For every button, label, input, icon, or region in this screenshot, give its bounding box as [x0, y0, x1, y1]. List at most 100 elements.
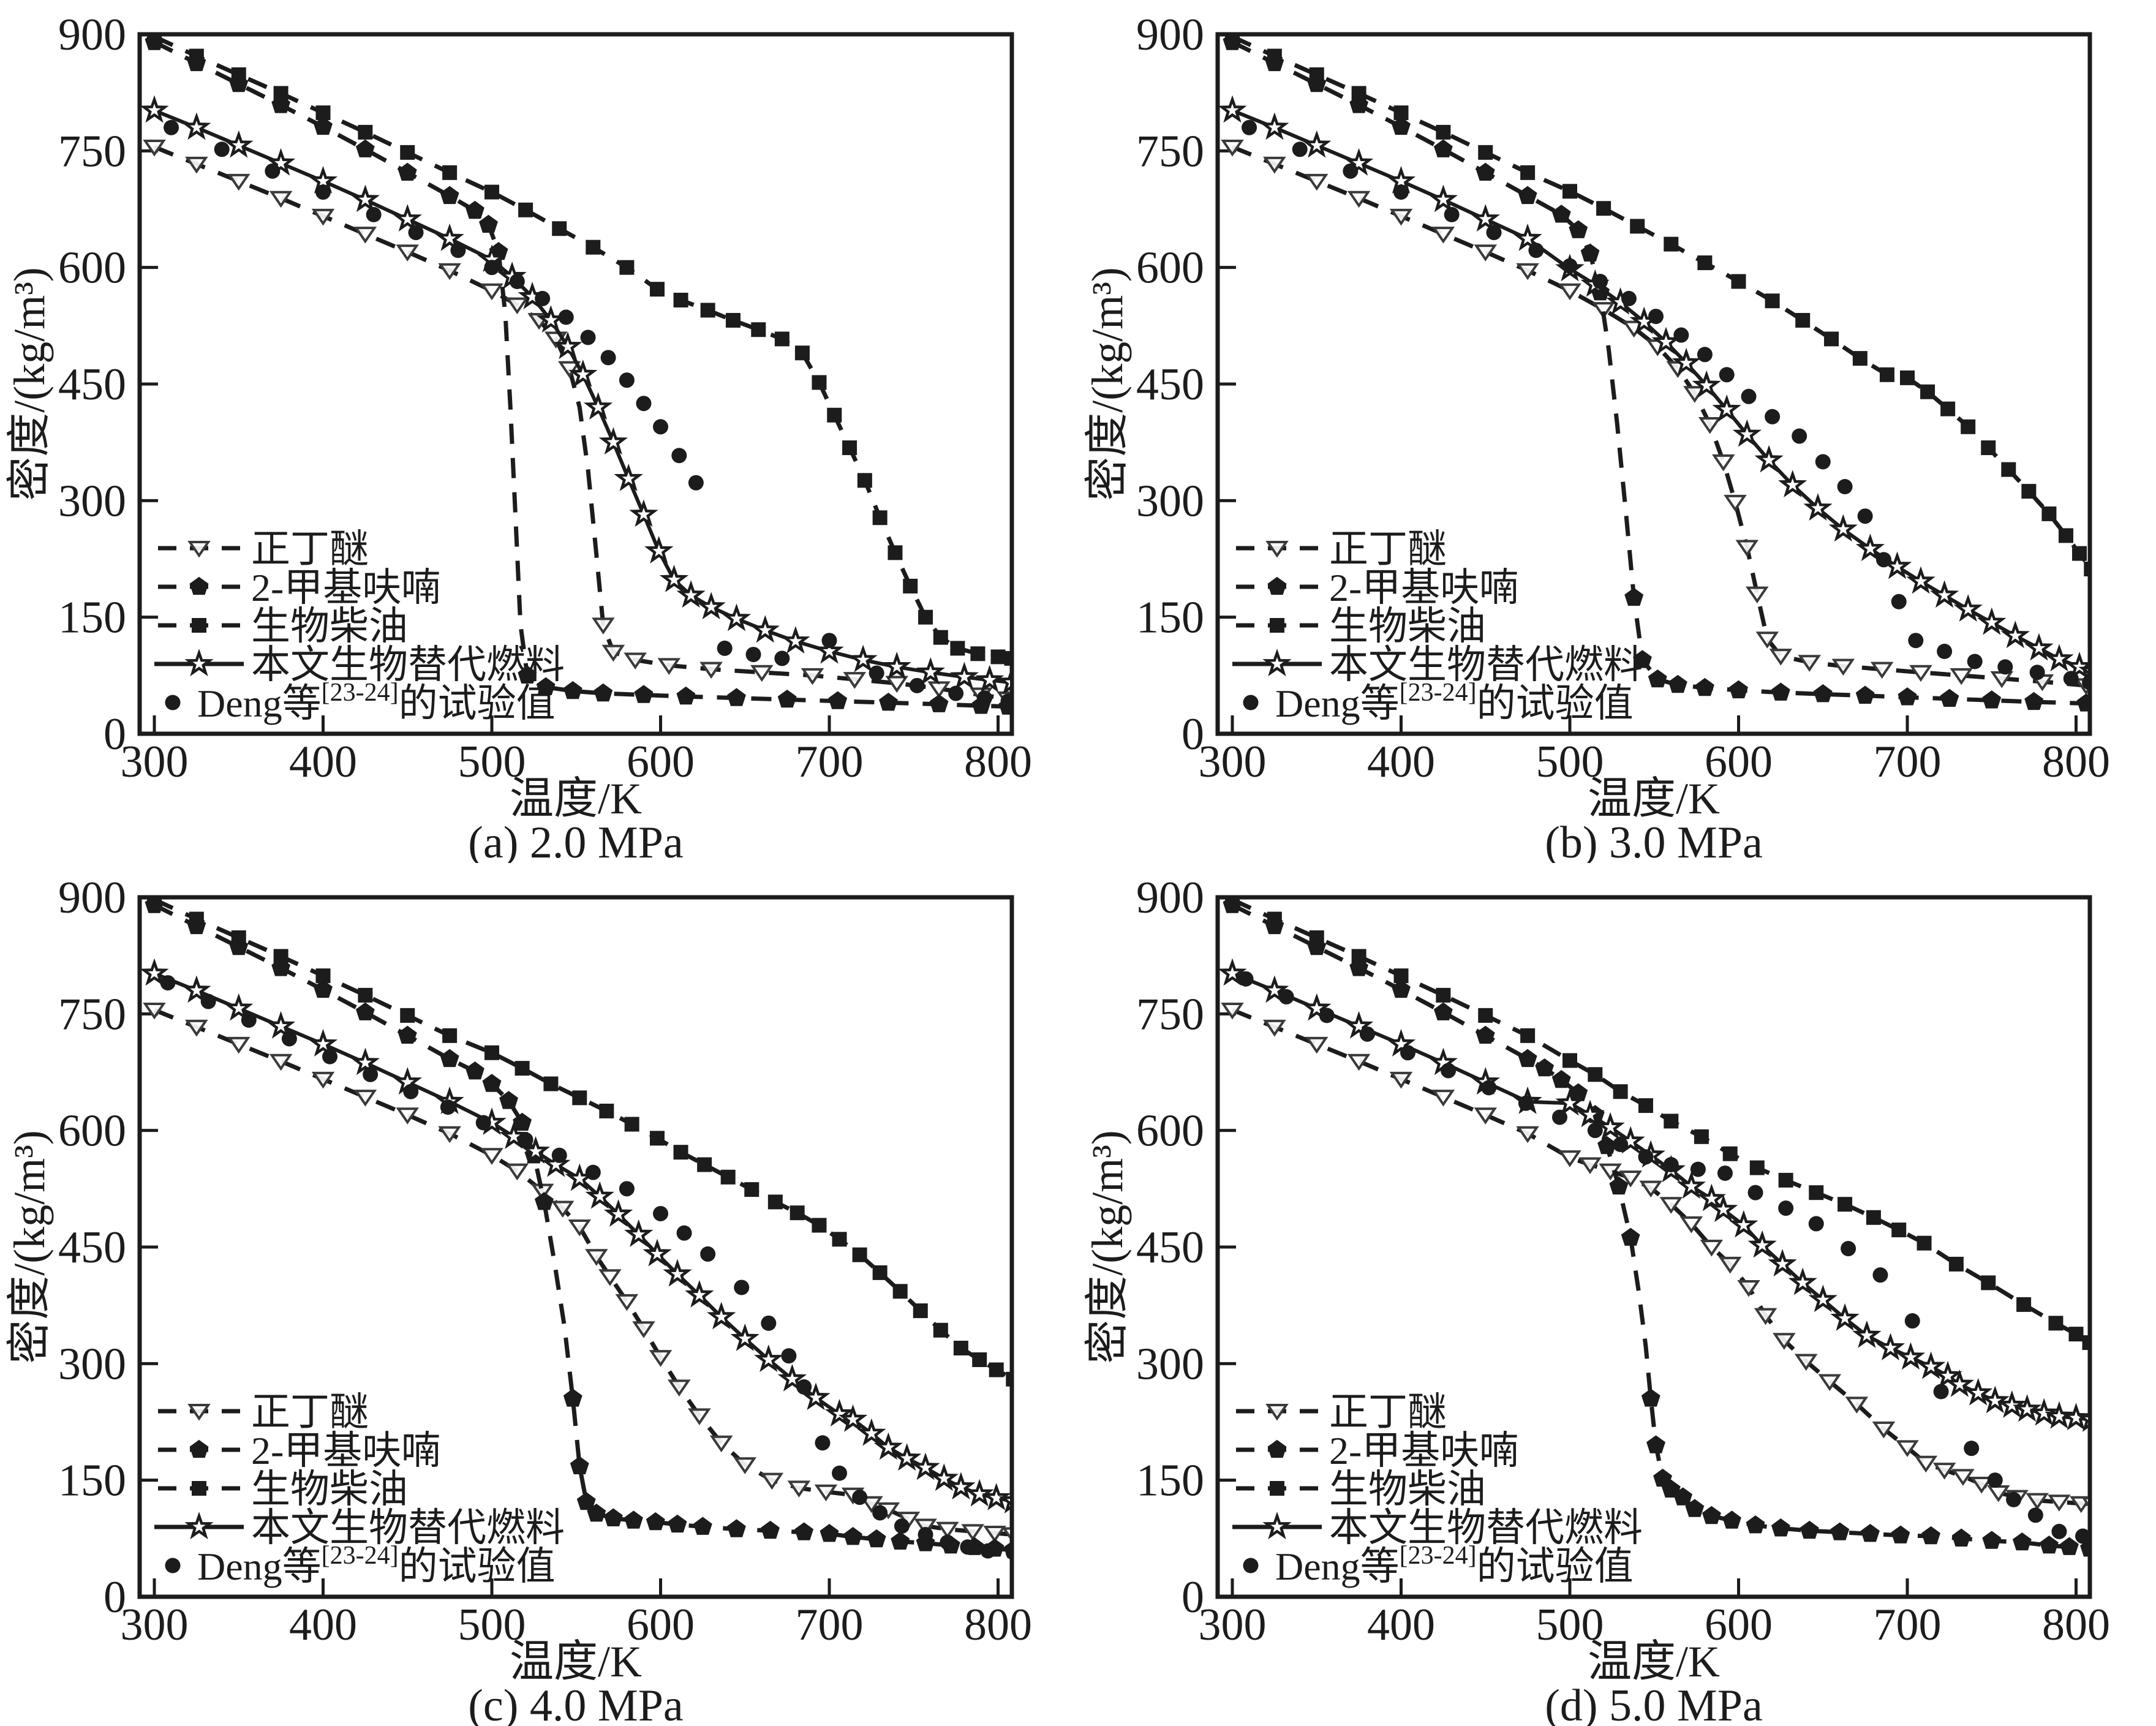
legend-item-alt: 本文生物替代燃料	[154, 643, 565, 687]
series-nbe	[143, 139, 1010, 709]
plot-area	[1219, 36, 2088, 712]
series-bio	[147, 36, 1010, 666]
legend-label: 本文生物替代燃料	[1329, 643, 1643, 687]
legend-label: Deng等[23-24]的试验值	[197, 679, 556, 725]
legend-item-mf2: 2-甲基呋喃	[158, 566, 440, 609]
legend-item-nbe: 正丁醚	[158, 1390, 369, 1434]
y-tick-label: 600	[1136, 243, 1204, 293]
y-tick-label: 150	[1136, 1456, 1204, 1506]
legend-label: 本文生物替代燃料	[251, 1506, 565, 1550]
y-axis: 0 150 300 450 600 750 900	[1136, 10, 1236, 759]
legend-label: 本文生物替代燃料	[1329, 1506, 1643, 1550]
y-tick-label: 150	[58, 593, 126, 643]
legend-item-bio: 生物柴油	[1236, 1468, 1486, 1511]
series-bio	[1225, 36, 2088, 576]
legend-item-nbe: 正丁醚	[1236, 1390, 1447, 1434]
series-nbe	[1221, 139, 2088, 695]
y-axis: 0 150 300 450 600 750 900	[1136, 873, 1236, 1622]
legend-label: 生物柴油	[251, 605, 408, 648]
legend-item-bio: 生物柴油	[158, 1468, 408, 1511]
series-deng	[160, 975, 1010, 1559]
panel-background	[1078, 863, 2156, 1726]
y-tick-label: 900	[58, 10, 126, 60]
x-tick-label: 700	[796, 737, 864, 787]
x-axis-label: 温度/K	[510, 1637, 642, 1686]
y-tick-label: 0	[1182, 1572, 1204, 1622]
legend-label: 生物柴油	[1329, 605, 1486, 648]
y-axis-label: 密度/(kg/m³)	[5, 1130, 54, 1364]
x-tick-label: 300	[121, 737, 189, 787]
panel-c-chart: 0 150 300 450 600 750 900 300 400 500 600 700 800 密度/…	[0, 863, 1078, 1726]
y-tick-label: 450	[1136, 360, 1204, 410]
legend-label: 正丁醚	[1329, 1390, 1447, 1434]
panel-caption: (b) 3.0 MPa	[1545, 818, 1763, 863]
legend-item-mf2: 2-甲基呋喃	[1236, 566, 1518, 609]
y-tick-label: 450	[58, 1223, 126, 1273]
series-bio	[147, 899, 1010, 1387]
series-deng	[1238, 971, 2088, 1544]
y-axis: 0 150 300 450 600 750 900	[58, 873, 158, 1622]
x-tick-label: 800	[2042, 737, 2110, 787]
series-mf2	[1223, 899, 2088, 1557]
legend-label: Deng等[23-24]的试验值	[1275, 1542, 1634, 1588]
x-axis: 300 400 500 600 700 800	[121, 1578, 1032, 1650]
x-tick-label: 600	[627, 737, 695, 787]
y-tick-label: 300	[1136, 476, 1204, 526]
legend-label: 正丁醚	[251, 1390, 369, 1434]
legend-item-nbe: 正丁醚	[158, 527, 369, 571]
legend-item-bio: 生物柴油	[1236, 605, 1486, 648]
y-axis: 0 150 300 450 600 750 900	[58, 10, 158, 759]
series-mf2	[145, 899, 1010, 1558]
x-tick-label: 700	[796, 1600, 864, 1650]
panel-b-cell: 0 150 300 450 600 750 900 300 400 500 600 700 800 密度/…	[1078, 0, 2156, 863]
panel-c-cell: 0 150 300 450 600 750 900 300 400 500 600 700 800 密度/…	[0, 863, 1078, 1726]
legend-item-nbe: 正丁醚	[1236, 527, 1447, 571]
x-tick-label: 500	[1536, 737, 1604, 787]
y-tick-label: 750	[1136, 989, 1204, 1039]
legend-item-mf2: 2-甲基呋喃	[1236, 1429, 1518, 1472]
y-tick-label: 900	[1136, 873, 1204, 923]
x-tick-label: 700	[1874, 737, 1942, 787]
series-mf2	[145, 36, 1010, 715]
x-tick-label: 400	[1367, 1600, 1435, 1650]
panel-caption: (a) 2.0 MPa	[468, 818, 683, 863]
y-tick-label: 750	[1136, 126, 1204, 176]
series-nbe	[1221, 1002, 2088, 1513]
panel-caption: (d) 5.0 MPa	[1545, 1681, 1763, 1726]
y-axis-label: 密度/(kg/m³)	[1083, 267, 1132, 501]
legend-label: 正丁醚	[1329, 527, 1447, 571]
x-tick-label: 600	[1705, 737, 1773, 787]
y-tick-label: 600	[58, 243, 126, 293]
y-tick-label: 600	[1136, 1106, 1204, 1156]
legend-label: Deng等[23-24]的试验值	[197, 1542, 556, 1588]
legend-label: 2-甲基呋喃	[251, 1429, 440, 1472]
x-tick-label: 400	[289, 1600, 357, 1650]
legend-label: 生物柴油	[1329, 1468, 1486, 1511]
x-tick-label: 500	[458, 1600, 526, 1650]
y-tick-label: 900	[58, 873, 126, 923]
y-tick-label: 600	[58, 1106, 126, 1156]
x-axis-label: 温度/K	[510, 774, 642, 823]
panel-d-cell: 0 150 300 450 600 750 900 300 400 500 600 700 800 密度/…	[1078, 863, 2156, 1726]
x-tick-label: 800	[964, 737, 1032, 787]
panel-d-chart: 0 150 300 450 600 750 900 300 400 500 600 700 800 密度/…	[1078, 863, 2156, 1726]
x-tick-label: 600	[1705, 1600, 1773, 1650]
series-deng	[164, 119, 1010, 709]
legend-label: 2-甲基呋喃	[1329, 1429, 1518, 1472]
y-tick-label: 0	[104, 1572, 126, 1622]
y-tick-label: 300	[1136, 1339, 1204, 1389]
series-bio	[1225, 899, 2088, 1351]
x-tick-label: 800	[964, 1600, 1032, 1650]
series-alt	[1219, 95, 2088, 684]
x-tick-label: 700	[1874, 1600, 1942, 1650]
panel-caption: (c) 4.0 MPa	[468, 1681, 683, 1726]
x-tick-label: 500	[1536, 1600, 1604, 1650]
legend-item-alt: 本文生物替代燃料	[154, 1506, 565, 1550]
y-tick-label: 150	[58, 1456, 126, 1506]
legend-item-deng: Deng等[23-24]的试验值	[1243, 679, 1634, 725]
legend-item-deng: Deng等[23-24]的试验值	[1243, 1542, 1634, 1588]
x-tick-label: 600	[627, 1600, 695, 1650]
series-nbe	[143, 1002, 1010, 1543]
